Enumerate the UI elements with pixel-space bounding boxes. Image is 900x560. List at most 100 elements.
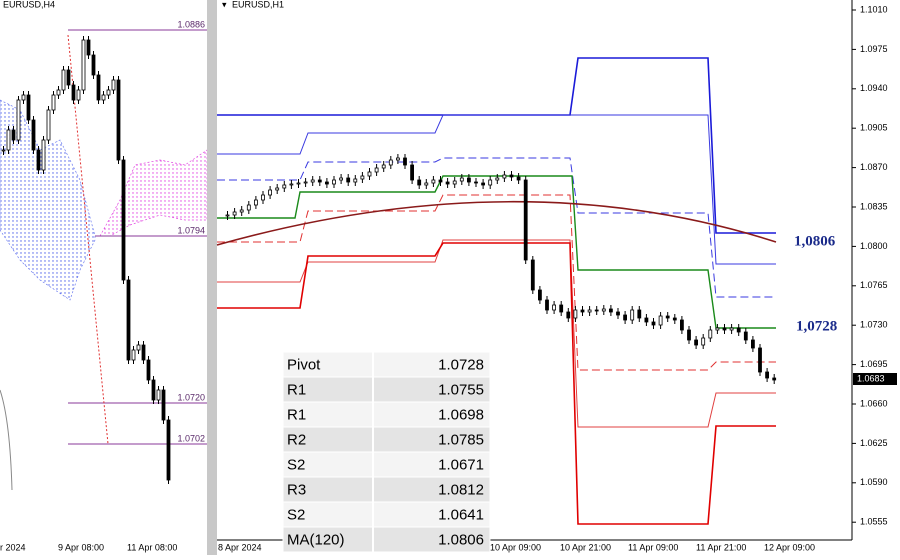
table-value: 1.0812 (438, 481, 484, 498)
candle-body (381, 164, 386, 169)
time-label: 12 Apr 09:00 (764, 542, 815, 552)
current-price-box (853, 373, 897, 385)
candle-body (403, 157, 407, 166)
candle-body (694, 339, 698, 346)
level-line (217, 175, 776, 329)
levels-table: Pivot 1.0728 R1 1.0755 R1 1.0698 R2 1.0785 S2 1.0… (282, 351, 491, 553)
candle-body (324, 181, 329, 185)
table-label: S2 (287, 456, 305, 473)
candle-body (758, 347, 762, 373)
candle-body (225, 214, 230, 217)
right-chart: ▾ EURUSD,H1 1,0806 1,0728 1.1010 1.0975 1.… (216, 0, 897, 552)
price-label: 1.0590 (860, 477, 888, 487)
candle-body (151, 379, 156, 401)
candle-body (601, 308, 606, 312)
candle-body (275, 187, 280, 191)
candle-body (488, 179, 493, 186)
candle-body (623, 314, 627, 321)
candles (225, 154, 777, 384)
time-label: 11 Apr 09:00 (628, 542, 678, 552)
candle-body (21, 94, 26, 101)
price-label: 1.0905 (860, 123, 888, 133)
candle-body (246, 204, 251, 211)
candle-body (146, 359, 151, 381)
table-value: 1.0806 (438, 531, 484, 548)
time-label: 11 Apr 21:00 (696, 542, 746, 552)
candle-body (310, 179, 315, 183)
candle-body (665, 315, 670, 319)
candle-body (31, 119, 36, 151)
candle-body (580, 309, 585, 313)
candle-body (559, 304, 564, 313)
candle-body (141, 344, 146, 361)
candle-body (367, 171, 372, 177)
candle-body (523, 179, 528, 261)
table-label: R1 (287, 381, 306, 398)
price-label: 1.0695 (860, 359, 888, 369)
level-label: 1.0794 (177, 225, 205, 235)
candle-body (1, 149, 6, 152)
candle-body (495, 177, 500, 181)
candle-body (6, 129, 11, 151)
candle-body (729, 327, 734, 331)
candle-body (71, 84, 76, 101)
price-label: 1.1010 (860, 4, 888, 14)
candle-body (346, 177, 351, 183)
candle-body (374, 167, 379, 173)
candle-body (772, 377, 777, 381)
candle-body (431, 179, 436, 184)
candle-body (303, 181, 308, 184)
ichimoku-cloud (99, 149, 208, 237)
table-row (282, 476, 491, 503)
table-value: 1.0755 (438, 381, 484, 398)
candle-body (573, 309, 578, 319)
time-label: 9 Apr 08:00 (58, 542, 104, 552)
annotation: 1,0806 (794, 233, 836, 249)
table-value: 1.0641 (438, 506, 484, 523)
level-label: 1.0720 (177, 392, 205, 402)
candle-body (61, 69, 66, 91)
price-label: 1.0800 (860, 241, 888, 251)
trend-line (67, 34, 109, 445)
table-value: 1.0785 (438, 431, 484, 448)
candle-body (566, 311, 571, 319)
candle-body (459, 177, 464, 182)
candle-body (637, 309, 642, 319)
candle-body (91, 54, 96, 76)
table-row (282, 426, 491, 453)
candle-body (56, 89, 61, 96)
symbol-label: EURUSD,H4 (3, 0, 55, 9)
candle-body (466, 177, 471, 183)
candle-body (166, 419, 171, 481)
panel-divider (207, 0, 217, 555)
levels (216, 57, 777, 525)
price-label: 1.0835 (860, 201, 888, 211)
level-label: 1.0886 (177, 19, 205, 29)
price-label: 1.0765 (860, 280, 888, 290)
candle-body (86, 39, 91, 56)
candle-body (609, 308, 613, 313)
candle-body (530, 259, 535, 291)
candles (1, 36, 171, 484)
price-label: 1.0625 (860, 438, 888, 448)
candle-body (76, 89, 81, 101)
candle-body (332, 179, 336, 185)
candle-body (388, 159, 393, 166)
price-label: 1.0660 (860, 398, 888, 408)
candle-body (751, 339, 755, 349)
candle-body (481, 182, 486, 186)
candle-body (51, 94, 56, 111)
candle-body (353, 178, 358, 183)
level-line (217, 239, 776, 428)
candle-body (339, 177, 344, 181)
candle-body (41, 139, 46, 171)
candle-body (545, 299, 549, 311)
candle-body (11, 129, 16, 141)
time-label: 10 Apr 21:00 (560, 542, 611, 552)
candle-body (317, 179, 322, 183)
candle-body (116, 79, 121, 161)
table-value: 1.0728 (438, 356, 484, 373)
candle-body (651, 321, 656, 326)
table-row (282, 501, 491, 528)
candle-body (289, 183, 294, 186)
